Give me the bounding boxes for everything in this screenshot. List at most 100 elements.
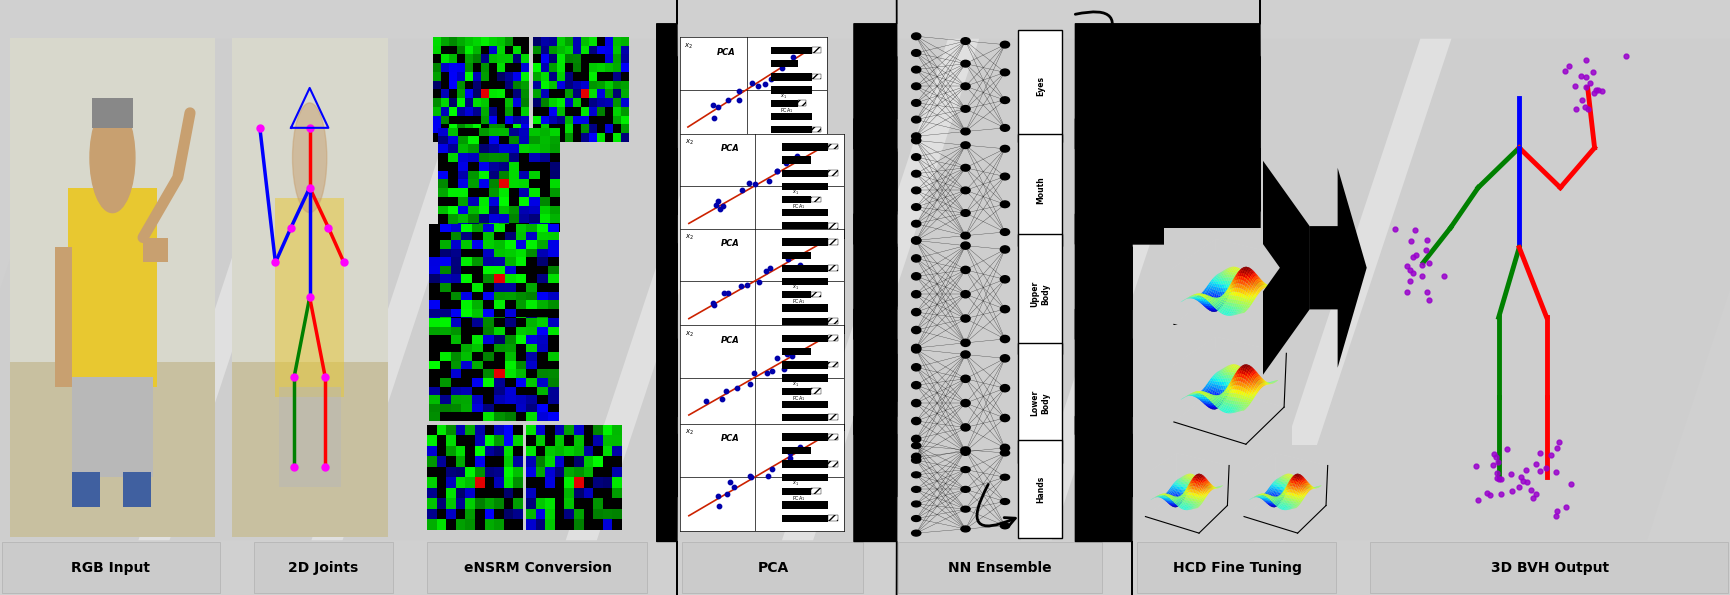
Text: Eyes: Eyes bbox=[1036, 76, 1045, 96]
Bar bbox=[782, 335, 829, 342]
Point bbox=[711, 288, 739, 298]
Bar bbox=[782, 387, 811, 395]
Polygon shape bbox=[1021, 39, 1218, 540]
Bar bbox=[798, 100, 806, 106]
Circle shape bbox=[960, 375, 971, 383]
Point bbox=[701, 113, 728, 123]
Circle shape bbox=[1000, 336, 1010, 343]
Bar bbox=[782, 414, 829, 421]
Point bbox=[709, 201, 737, 211]
Bar bbox=[813, 74, 822, 80]
Bar bbox=[144, 237, 168, 262]
Point bbox=[706, 502, 734, 511]
Circle shape bbox=[90, 103, 135, 212]
Circle shape bbox=[912, 346, 920, 353]
Bar bbox=[782, 265, 829, 272]
Circle shape bbox=[1000, 97, 1010, 104]
Circle shape bbox=[912, 187, 920, 194]
Point bbox=[725, 95, 753, 105]
Text: Upper
Body: Upper Body bbox=[1031, 281, 1050, 308]
Point bbox=[782, 151, 810, 161]
Bar bbox=[829, 461, 837, 467]
Bar bbox=[67, 187, 157, 387]
Circle shape bbox=[912, 364, 920, 371]
Point bbox=[692, 396, 720, 406]
Circle shape bbox=[960, 290, 971, 298]
Polygon shape bbox=[138, 39, 336, 540]
Point bbox=[735, 178, 763, 188]
Polygon shape bbox=[1263, 161, 1310, 309]
Circle shape bbox=[960, 187, 971, 194]
Circle shape bbox=[912, 418, 920, 425]
Point bbox=[714, 95, 742, 104]
Circle shape bbox=[912, 83, 920, 90]
Circle shape bbox=[960, 447, 971, 453]
Bar bbox=[811, 488, 822, 494]
Circle shape bbox=[1000, 384, 1010, 392]
Bar bbox=[782, 305, 829, 312]
Text: PCA: PCA bbox=[716, 48, 735, 57]
Point bbox=[713, 489, 740, 499]
Text: $x_1$: $x_1$ bbox=[822, 318, 830, 327]
Bar bbox=[829, 170, 837, 176]
Point bbox=[746, 277, 773, 287]
Circle shape bbox=[912, 137, 920, 144]
Circle shape bbox=[960, 351, 971, 358]
Circle shape bbox=[912, 327, 920, 334]
Point bbox=[716, 477, 744, 486]
Point bbox=[753, 368, 780, 378]
Text: PCA$_1$: PCA$_1$ bbox=[792, 202, 804, 211]
Point bbox=[753, 266, 780, 275]
Circle shape bbox=[912, 472, 920, 478]
Point bbox=[704, 491, 732, 501]
Bar bbox=[782, 223, 829, 230]
Bar bbox=[782, 515, 829, 522]
Text: PCA: PCA bbox=[721, 434, 740, 443]
Point bbox=[758, 366, 785, 375]
Circle shape bbox=[960, 466, 971, 472]
Bar bbox=[782, 239, 829, 246]
Circle shape bbox=[912, 436, 920, 443]
Circle shape bbox=[912, 133, 920, 140]
Polygon shape bbox=[311, 39, 509, 540]
Bar bbox=[772, 47, 813, 54]
Circle shape bbox=[1000, 499, 1010, 505]
Text: PCA: PCA bbox=[758, 560, 789, 575]
Bar bbox=[811, 388, 822, 394]
Point bbox=[763, 167, 791, 176]
Text: Lower
Body: Lower Body bbox=[1031, 390, 1050, 416]
Bar bbox=[813, 48, 822, 53]
Bar bbox=[782, 170, 829, 177]
Point bbox=[728, 186, 756, 195]
Point bbox=[772, 158, 799, 168]
Circle shape bbox=[912, 220, 920, 227]
Text: $x_2$: $x_2$ bbox=[685, 233, 694, 242]
Point bbox=[728, 281, 756, 291]
Circle shape bbox=[960, 487, 971, 492]
Bar bbox=[829, 515, 837, 521]
Text: PCA$_1$: PCA$_1$ bbox=[792, 298, 804, 306]
Circle shape bbox=[912, 345, 920, 352]
Text: $\hat{x}_1$: $\hat{x}_1$ bbox=[792, 283, 799, 292]
Bar bbox=[782, 209, 829, 217]
Point bbox=[751, 80, 779, 89]
Circle shape bbox=[912, 309, 920, 316]
Circle shape bbox=[1000, 145, 1010, 152]
Bar bbox=[275, 198, 344, 397]
Text: HCD Fine Tuning: HCD Fine Tuning bbox=[1173, 560, 1301, 575]
Text: $x_1$: $x_1$ bbox=[822, 515, 830, 524]
Bar bbox=[232, 362, 388, 537]
Circle shape bbox=[1000, 474, 1010, 480]
Point bbox=[737, 472, 765, 482]
Text: PCA: PCA bbox=[721, 239, 740, 249]
Text: $x_1$: $x_1$ bbox=[806, 126, 815, 135]
Bar bbox=[1137, 542, 1336, 593]
Bar bbox=[829, 223, 837, 228]
Bar bbox=[813, 127, 822, 132]
Bar bbox=[782, 252, 811, 259]
Bar bbox=[1017, 440, 1062, 538]
Bar bbox=[71, 377, 154, 477]
Bar bbox=[1017, 343, 1062, 464]
Text: PCA$_1$: PCA$_1$ bbox=[792, 394, 804, 403]
Bar bbox=[682, 542, 863, 593]
